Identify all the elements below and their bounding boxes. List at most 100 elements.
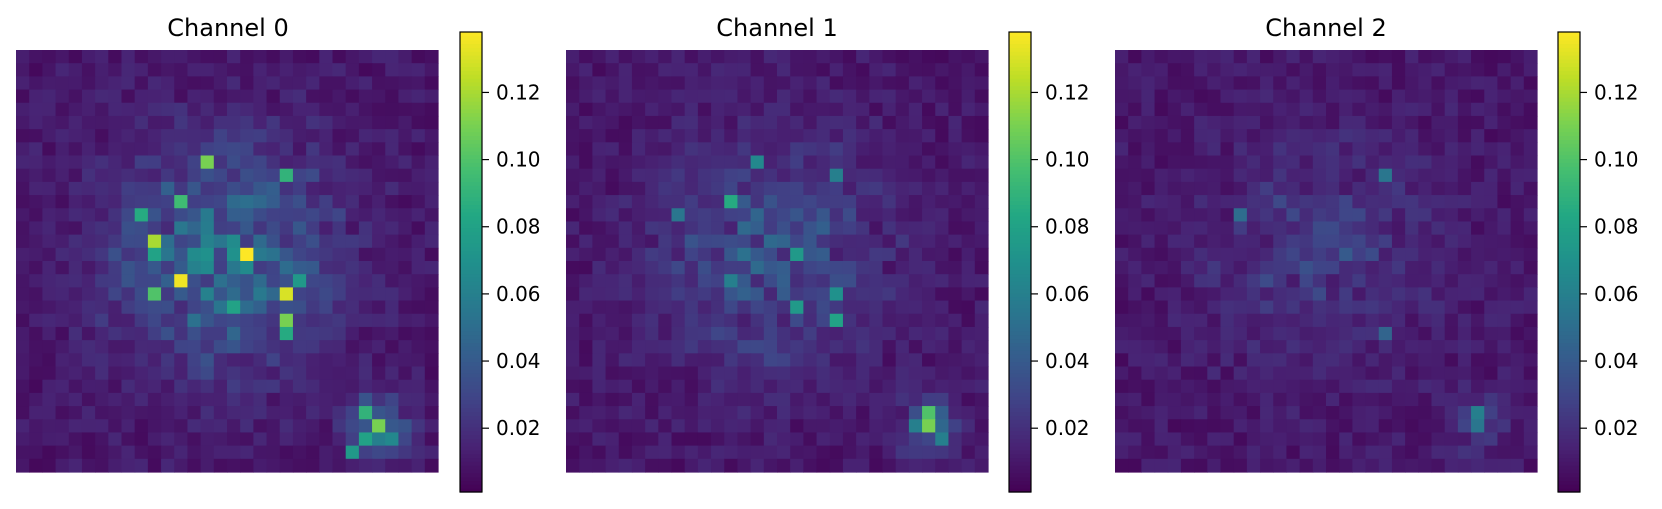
colorbar-tick-label: 0.08 xyxy=(1594,215,1639,239)
heatmap-cell xyxy=(1220,50,1235,64)
heatmap-cell xyxy=(790,181,804,196)
colorbar-segment xyxy=(1009,369,1031,374)
heatmap-cell xyxy=(108,379,123,394)
heatmap-cell xyxy=(240,419,254,434)
colorbar-tick-label: 0.04 xyxy=(1045,349,1090,373)
heatmap-cell xyxy=(16,208,30,223)
heatmap-cell xyxy=(398,89,413,104)
heatmap-cell xyxy=(319,392,334,407)
heatmap-cell xyxy=(1180,89,1195,104)
heatmap-cell xyxy=(882,142,897,157)
heatmap-cell xyxy=(816,168,831,183)
colorbar-segment xyxy=(460,173,482,179)
heatmap-cell xyxy=(200,102,215,117)
heatmap-cell xyxy=(95,76,109,91)
heatmap-cell xyxy=(935,326,950,341)
heatmap-cell xyxy=(266,234,281,249)
heatmap-cell xyxy=(306,366,320,381)
heatmap-cell xyxy=(372,340,386,354)
heatmap-cell xyxy=(1207,129,1222,143)
heatmap-cell xyxy=(81,142,96,157)
heatmap-cell xyxy=(1273,142,1288,157)
heatmap-cell xyxy=(645,366,659,381)
heatmap-cell xyxy=(1286,366,1301,381)
heatmap-cell xyxy=(1339,221,1353,236)
heatmap-cell xyxy=(842,445,857,460)
heatmap-cell xyxy=(1484,419,1499,434)
heatmap-cell xyxy=(908,419,923,434)
colorbar-segment xyxy=(1009,158,1031,163)
heatmap-cell xyxy=(1431,458,1446,473)
heatmap-cell xyxy=(829,129,844,143)
heatmap-cell xyxy=(319,181,334,196)
heatmap-cell xyxy=(882,274,897,288)
heatmap-cell xyxy=(1352,102,1367,117)
colorbar-segment xyxy=(1009,135,1031,140)
heatmap-cell xyxy=(961,63,976,77)
colorbar-segment xyxy=(1009,212,1031,217)
colorbar-tick-label: 0.04 xyxy=(496,349,541,373)
heatmap-cell xyxy=(948,419,963,434)
heatmap-cell xyxy=(1260,274,1274,288)
heatmap-cell xyxy=(95,406,109,420)
heatmap-cell xyxy=(42,313,57,328)
heatmap-cell xyxy=(908,181,923,196)
heatmap-cell xyxy=(1497,76,1512,91)
heatmap-cell xyxy=(332,221,347,236)
heatmap-cell xyxy=(724,340,739,354)
heatmap-cell xyxy=(292,379,307,394)
heatmap-cell xyxy=(908,366,923,381)
heatmap-cell xyxy=(974,261,989,275)
heatmap-cell xyxy=(948,261,963,275)
heatmap-cell xyxy=(1273,261,1288,275)
colorbar-segment xyxy=(1009,223,1031,229)
heatmap-cell xyxy=(645,432,659,447)
heatmap-cell xyxy=(16,102,30,117)
heatmap-cell xyxy=(1339,76,1353,91)
colorbar-segment xyxy=(1558,384,1580,390)
colorbar-segment xyxy=(1009,66,1031,71)
heatmap-cell xyxy=(566,366,580,381)
heatmap-cell xyxy=(803,168,818,183)
colorbar-segment xyxy=(460,269,482,275)
heatmap-cell xyxy=(213,168,228,183)
heatmap-cell xyxy=(319,261,334,275)
colorbar-segment xyxy=(1558,35,1580,41)
colorbar-segment xyxy=(460,219,482,225)
heatmap-cell xyxy=(121,406,136,420)
heatmap-cell xyxy=(724,155,739,170)
heatmap-cell xyxy=(1180,142,1195,157)
heatmap-cell xyxy=(253,168,268,183)
heatmap-cell xyxy=(961,326,976,341)
heatmap-cell xyxy=(253,326,268,341)
heatmap-cell xyxy=(174,300,189,315)
colorbar-tick-label: 0.10 xyxy=(496,148,541,172)
heatmap-cell xyxy=(803,287,818,302)
heatmap-cell xyxy=(240,168,254,183)
colorbar-segment xyxy=(1009,51,1031,56)
heatmap-cell xyxy=(737,195,752,209)
heatmap-cell xyxy=(1233,445,1248,460)
heatmap-cell xyxy=(1273,366,1288,381)
heatmap-cell xyxy=(1391,340,1406,354)
heatmap-cell xyxy=(777,102,791,117)
heatmap-cell xyxy=(1299,340,1314,354)
heatmap-cell xyxy=(187,261,202,275)
heatmap-cell xyxy=(790,458,804,473)
colorbar-segment xyxy=(460,430,482,436)
heatmap-cell xyxy=(279,432,294,447)
heatmap-cell xyxy=(605,50,620,64)
heatmap-cell xyxy=(684,208,699,223)
colorbar-segment xyxy=(460,124,482,129)
heatmap-cell xyxy=(108,458,123,473)
colorbar-segment xyxy=(1558,346,1580,351)
heatmap-cell xyxy=(763,115,778,130)
heatmap-cell xyxy=(68,353,83,368)
heatmap-cell xyxy=(1246,419,1261,434)
colorbar-segment xyxy=(1009,285,1031,290)
heatmap-cell xyxy=(1115,366,1129,381)
heatmap-cell xyxy=(95,142,109,157)
heatmap-cell xyxy=(398,261,413,275)
heatmap-cell xyxy=(411,168,426,183)
heatmap-cell xyxy=(869,406,884,420)
